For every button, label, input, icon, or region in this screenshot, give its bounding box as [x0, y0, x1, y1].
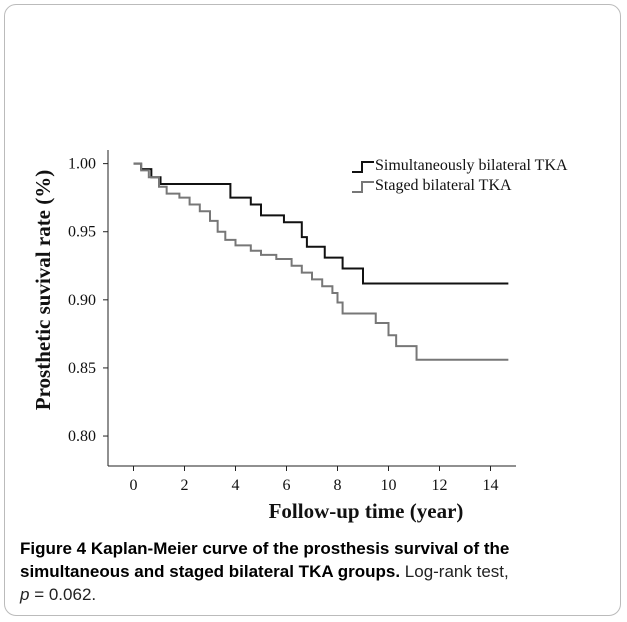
x-tick-label: 8	[334, 477, 342, 494]
x-tick-label: 4	[232, 477, 240, 494]
survival-curve	[133, 162, 509, 361]
figure-frame	[4, 4, 621, 616]
legend-label: Staged bilateral TKA	[375, 177, 512, 194]
p-value: = 0.062.	[34, 585, 97, 604]
caption: Figure 4 Kaplan-Meier curve of the prost…	[20, 537, 610, 606]
figure-label: Figure 4	[20, 539, 87, 558]
x-tick-label: 12	[432, 477, 448, 494]
y-tick-label: 0.85	[68, 360, 96, 377]
y-tick-label: 0.80	[68, 428, 96, 445]
p-symbol: p	[20, 585, 30, 604]
caption-text: Log-rank test,	[404, 562, 509, 581]
x-tick-label: 10	[381, 477, 397, 494]
y-axis-title: Prosthetic suvival rate (%)	[31, 170, 55, 410]
chart: Follow-up time (year) Prosthetic suvival…	[31, 150, 568, 523]
y-tick-label: 0.90	[68, 292, 96, 309]
x-tick-label: 0	[130, 477, 138, 494]
y-tick-label: 1.00	[68, 156, 96, 173]
legend-label: Simultaneously bilateral TKA	[375, 157, 568, 174]
x-tick-label: 2	[181, 477, 189, 494]
caption-title: Kaplan-Meier curve of the prosthesis sur…	[20, 539, 510, 581]
x-tick-label: 14	[483, 477, 499, 494]
x-tick-label: 6	[283, 477, 291, 494]
x-axis-title: Follow-up time (year)	[269, 499, 464, 523]
legend-swatch	[352, 161, 374, 173]
y-tick-label: 0.95	[68, 224, 96, 241]
legend-swatch	[352, 181, 374, 193]
